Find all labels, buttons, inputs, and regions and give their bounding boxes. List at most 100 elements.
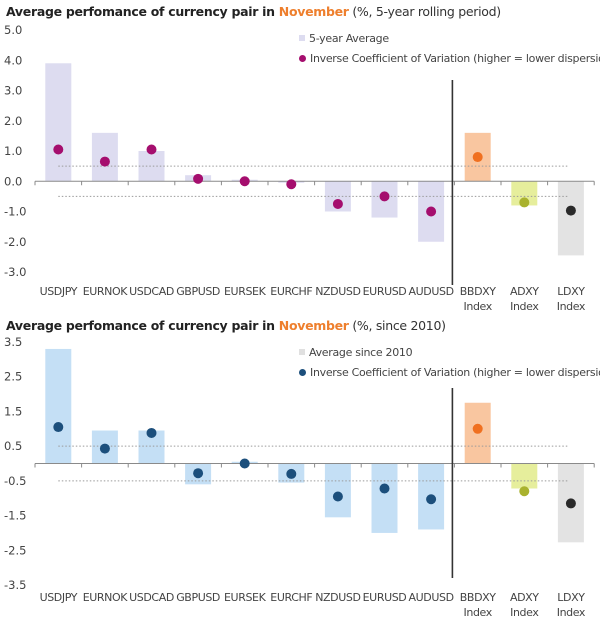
legend-dot-icon: [299, 368, 306, 376]
dot-eurnok: [99, 443, 110, 454]
bar-nzdusd: [324, 463, 351, 518]
chart-2-legend: Average since 2010 Inverse Coefficient o…: [299, 342, 600, 382]
legend-square-icon: [299, 35, 305, 41]
y-tick-label: 2.0: [4, 114, 22, 128]
legend-dot-icon: [299, 54, 306, 62]
chart-2-title: Average perfomance of currency pair in N…: [6, 318, 446, 333]
dot-gbpusd: [193, 468, 204, 479]
x-category-label: EURSEK: [224, 591, 267, 604]
y-tick-label: 3.0: [4, 84, 22, 98]
x-category-label: USDCAD: [129, 591, 174, 604]
dot-eursek: [239, 458, 250, 469]
chart-1-plot: 5.0 4.0 3.0 2.0 1.0 0.0 -1.0 -2.0 -3.0 USDJPY EURN…: [4, 23, 595, 312]
chart-1-title: Average perfomance of currency pair in N…: [6, 4, 501, 19]
chart-1-title-suffix: (%, 5-year rolling period): [348, 4, 501, 19]
x-category-label: NZDUSD: [315, 285, 360, 298]
dot-usdcad: [146, 427, 157, 438]
chart-1-legend-dot: Inverse Coefficient of Variation (higher…: [299, 48, 600, 68]
y-tick-label: 5.0: [4, 23, 22, 37]
x-category-label: Index: [510, 300, 539, 312]
x-category-label: AUDUSD: [409, 285, 454, 298]
x-category-label: USDCAD: [129, 285, 174, 298]
y-tick-label: -3.5: [4, 578, 26, 592]
x-category-label: USDJPY: [40, 591, 78, 604]
y-tick-label: -2.0: [4, 235, 26, 249]
dot-nzdusd: [332, 491, 343, 502]
chart-1-legend-bar-label: 5-year Average: [309, 31, 389, 45]
y-tick-label: 2.5: [4, 370, 22, 384]
chart-2-title-suffix: (%, since 2010): [348, 318, 446, 333]
x-category-label: EURUSD: [363, 591, 407, 604]
dot-usdjpy: [53, 144, 64, 155]
chart-2-legend-dot-label: Inverse Coefficient of Variation (higher…: [310, 365, 600, 379]
dot-adxy-index: [519, 486, 530, 497]
dot-eursek: [239, 176, 250, 187]
x-category-label: AUDUSD: [409, 591, 454, 604]
x-category-label: BBDXY: [460, 591, 496, 604]
x-category-label: EURCHF: [270, 591, 312, 604]
chart-2-legend-bar-label: Average since 2010: [309, 345, 413, 359]
y-tick-label: -1.0: [4, 205, 26, 219]
x-category-label: NZDUSD: [315, 591, 360, 604]
y-tick-label: 4.0: [4, 53, 22, 67]
y-tick-label: 0.5: [4, 439, 22, 453]
y-tick-label: -3.0: [4, 265, 26, 279]
y-tick-label: -2.5: [4, 543, 26, 557]
x-category-label: EURSEK: [224, 285, 267, 298]
bar-usdjpy: [45, 63, 72, 182]
y-tick-label: 0.0: [4, 174, 22, 188]
dot-eurusd: [379, 483, 390, 494]
bar-adxy-index: [511, 463, 538, 489]
dot-eurnok: [99, 156, 110, 167]
chart-2-legend-dot: Inverse Coefficient of Variation (higher…: [299, 362, 600, 382]
dot-ldxy-index: [565, 498, 576, 509]
chart-1-legend-dot-label: Inverse Coefficient of Variation (higher…: [310, 51, 600, 65]
bar-ldxy-index: [557, 181, 584, 256]
chart-2-plot: 3.5 2.5 1.5 0.5 -0.5 -1.5 -2.5 -3.5 USDJPY EURNOK…: [4, 335, 595, 619]
x-category-label: LDXY: [557, 591, 585, 604]
x-category-label: Index: [557, 300, 586, 312]
chart-1-legend: 5-year Average Inverse Coefficient of Va…: [299, 28, 600, 68]
y-tick-label: -0.5: [4, 474, 26, 488]
chart-1-title-highlight: November: [278, 4, 349, 19]
x-category-label: BBDXY: [460, 285, 496, 298]
y-tick-label: -1.5: [4, 509, 26, 523]
dot-gbpusd: [193, 173, 204, 184]
chart-1-title-prefix: Average perfomance of currency pair in: [6, 4, 279, 19]
chart-2-title-highlight: November: [278, 318, 349, 333]
x-category-label: Index: [464, 300, 493, 312]
x-category-label: Index: [557, 606, 586, 619]
x-category-label: GBPUSD: [176, 591, 220, 604]
chart-2-title-prefix: Average perfomance of currency pair in: [6, 318, 279, 333]
dot-usdjpy: [53, 422, 64, 433]
x-category-label: ADXY: [510, 591, 539, 604]
legend-square-icon: [299, 349, 305, 355]
bar-usdjpy: [45, 348, 72, 464]
dot-adxy-index: [519, 197, 530, 208]
y-tick-label: 3.5: [4, 335, 22, 349]
chart-1-legend-bar: 5-year Average: [299, 28, 600, 48]
dot-eurusd: [379, 191, 390, 202]
bar-eurusd: [371, 463, 398, 533]
dot-usdcad: [146, 144, 157, 155]
x-category-label: EURUSD: [363, 285, 407, 298]
dot-bbdxy-index: [472, 423, 483, 434]
dot-bbdxy-index: [472, 152, 483, 163]
x-category-label: ADXY: [510, 285, 539, 298]
x-category-label: EURNOK: [83, 591, 129, 604]
x-category-label: Index: [510, 606, 539, 619]
x-category-label: GBPUSD: [176, 285, 220, 298]
dot-eurchf: [286, 179, 297, 190]
dot-nzdusd: [332, 198, 343, 209]
dot-audusd: [426, 206, 437, 217]
dot-audusd: [426, 494, 437, 505]
x-category-label: EURNOK: [83, 285, 129, 298]
chart-2-legend-bar: Average since 2010: [299, 342, 600, 362]
dot-eurchf: [286, 468, 297, 479]
y-tick-label: 1.5: [4, 404, 22, 418]
x-category-label: EURCHF: [270, 285, 312, 298]
x-category-label: Index: [464, 606, 493, 619]
x-category-label: USDJPY: [40, 285, 78, 298]
y-tick-label: 1.0: [4, 144, 22, 158]
x-category-label: LDXY: [557, 285, 585, 298]
